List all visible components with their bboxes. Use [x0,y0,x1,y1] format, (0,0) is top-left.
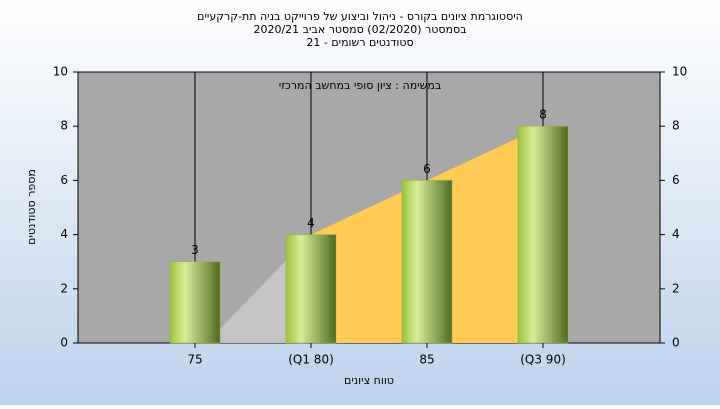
y2-tick-label: 6 [672,173,680,187]
y2-tick-label: 0 [672,336,680,350]
x-tick-label: (Q3 90) [520,353,566,367]
y-axis-label: מספר סטודנטים [25,169,38,245]
bar [517,125,569,344]
y-tick-label: 4 [60,227,68,241]
title: בסמסטר (02/2020) סמסטר אביב 2020/21 [253,23,466,36]
layer: 0 2 4 6 8 10 0 2 4 6 8 10 3 75 4 (Q1 80) 6 85 8 (Q3 90) [53,65,688,367]
x-tick-label: 85 [419,353,434,367]
y2-tick-label: 10 [672,65,687,79]
y-tick-label: 0 [60,336,68,350]
annotation: במשימה : ציון סופי במחשב המרכזי [279,79,442,92]
x-axis-label: טווח ציונים [344,374,394,387]
x-tick-label: (Q1 80) [288,353,334,367]
y2-tick-label: 4 [672,227,680,241]
title: היסטוגרמת ציונים בקורס - ניהול וביצוע של… [197,10,523,23]
value-label: 4 [307,216,315,230]
y-tick-label: 10 [53,65,68,79]
value-label: 8 [539,108,547,122]
y2-tick-label: 2 [672,281,680,295]
y-tick-label: 6 [60,173,68,187]
value-label: 3 [191,243,199,257]
bar [401,180,453,344]
y-tick-label: 8 [60,119,68,133]
x-tick-label: 75 [187,353,202,367]
y2-tick-label: 8 [672,119,680,133]
bar [285,234,337,344]
y-tick-label: 2 [60,281,68,295]
title: סטודנטים רשומים - 21 [306,36,413,49]
value-label: 6 [423,162,431,176]
bar [169,261,221,344]
